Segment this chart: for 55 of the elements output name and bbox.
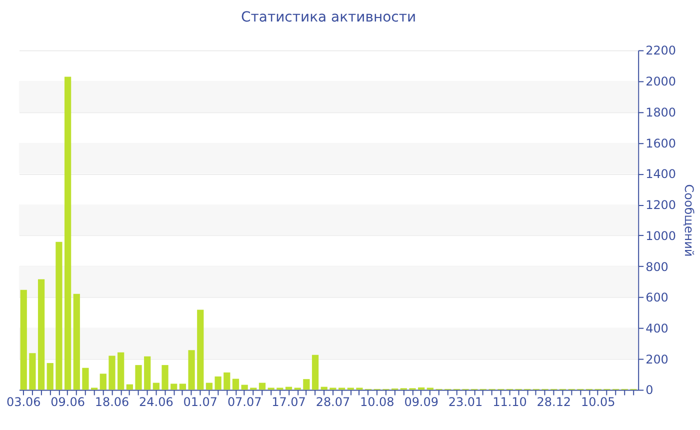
x-tick-label: 09.09: [404, 395, 438, 410]
x-tick-label: 28.07: [316, 395, 350, 410]
bar: [152, 382, 160, 390]
bar: [303, 379, 310, 390]
y-tick-label: 200: [646, 352, 668, 366]
y-tick-label: 2200: [646, 44, 676, 58]
x-tick-label: 10.05: [580, 395, 616, 410]
y-tick-label: 1000: [646, 228, 676, 243]
x-tick-label: 11.10: [492, 395, 527, 410]
x-tick-label: 09.06: [50, 395, 85, 410]
y-tick-label: 1400: [646, 167, 676, 182]
bar: [118, 352, 124, 390]
bar: [135, 365, 142, 390]
bar: [126, 384, 133, 390]
y-tick-label: 600: [646, 290, 668, 305]
x-tick-label: 18.06: [94, 395, 130, 410]
bar: [108, 356, 116, 390]
x-tick-label: 28.12: [536, 395, 572, 410]
bar: [162, 365, 168, 390]
bar: [312, 354, 319, 390]
y-tick-label: 2000: [646, 74, 676, 89]
bar: [29, 353, 36, 390]
bar: [179, 384, 186, 390]
bar: [56, 242, 62, 390]
y-tick-label: 1800: [646, 105, 676, 120]
bar: [82, 368, 89, 390]
x-tick-label: 17.07: [272, 395, 306, 410]
x-tick-label: 03.06: [6, 395, 41, 410]
bar: [206, 382, 213, 390]
chart-title: Статистика активности: [241, 9, 416, 26]
bar: [214, 376, 222, 390]
x-tick-label: 01.07: [183, 395, 218, 410]
bar: [188, 350, 195, 390]
bar: [46, 363, 54, 390]
bar: [144, 356, 151, 390]
bar: [100, 374, 106, 390]
x-tick-label: 24.06: [139, 395, 174, 410]
y-tick-label: 0: [646, 383, 654, 398]
bar: [224, 372, 230, 390]
y-tick-label: 400: [646, 322, 668, 336]
bar: [20, 290, 27, 390]
bar: [197, 310, 204, 390]
x-tick-label: 10.08: [360, 395, 394, 410]
x-tick-label: 23.01: [448, 395, 483, 410]
bar: [258, 382, 266, 390]
bar: [64, 76, 72, 390]
y-axis-title: Сообщений: [682, 184, 696, 257]
y-tick-label: 1200: [646, 198, 676, 212]
bar: [170, 384, 178, 390]
y-tick-label: 1600: [646, 136, 676, 150]
x-tick-label: 07.07: [227, 395, 262, 410]
y-tick-label: 800: [646, 260, 668, 274]
bar: [38, 279, 45, 390]
bar: [232, 378, 240, 390]
bar: [73, 294, 80, 390]
